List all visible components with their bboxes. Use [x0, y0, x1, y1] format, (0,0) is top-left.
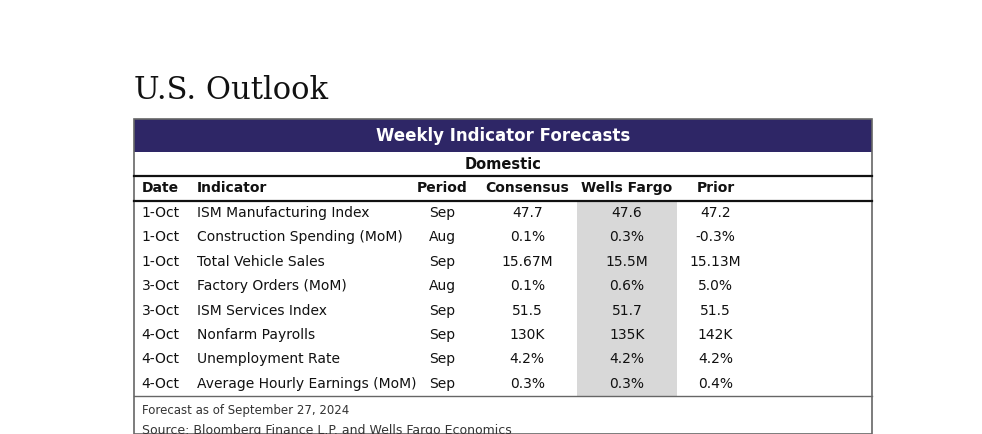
- Text: 3-Oct: 3-Oct: [141, 303, 180, 318]
- Text: U.S. Outlook: U.S. Outlook: [135, 76, 328, 106]
- Text: 0.3%: 0.3%: [610, 377, 644, 391]
- Text: Average Hourly Earnings (MoM): Average Hourly Earnings (MoM): [197, 377, 416, 391]
- Text: 47.2: 47.2: [700, 206, 731, 220]
- Text: 51.5: 51.5: [512, 303, 543, 318]
- Text: 0.1%: 0.1%: [510, 230, 545, 244]
- FancyBboxPatch shape: [577, 323, 677, 347]
- Text: Sep: Sep: [429, 352, 456, 366]
- Text: 1-Oct: 1-Oct: [141, 230, 180, 244]
- Text: 4.2%: 4.2%: [510, 352, 545, 366]
- Text: 0.3%: 0.3%: [510, 377, 545, 391]
- Text: Aug: Aug: [429, 230, 456, 244]
- Text: 142K: 142K: [698, 328, 734, 342]
- Text: Factory Orders (MoM): Factory Orders (MoM): [197, 279, 347, 293]
- FancyBboxPatch shape: [577, 274, 677, 298]
- Text: 1-Oct: 1-Oct: [141, 206, 180, 220]
- Text: 0.1%: 0.1%: [510, 279, 545, 293]
- Text: Period: Period: [417, 181, 467, 195]
- Text: 3-Oct: 3-Oct: [141, 279, 180, 293]
- Text: 47.7: 47.7: [512, 206, 543, 220]
- Text: Sep: Sep: [429, 328, 456, 342]
- Text: 47.6: 47.6: [612, 206, 642, 220]
- Text: Sep: Sep: [429, 377, 456, 391]
- Text: Domestic: Domestic: [464, 157, 542, 171]
- Text: 135K: 135K: [609, 328, 644, 342]
- Text: Wells Fargo: Wells Fargo: [581, 181, 673, 195]
- Text: 1-Oct: 1-Oct: [141, 255, 180, 269]
- Text: 4-Oct: 4-Oct: [141, 328, 180, 342]
- Text: 130K: 130K: [510, 328, 545, 342]
- Text: 0.6%: 0.6%: [610, 279, 644, 293]
- Text: 15.5M: 15.5M: [606, 255, 648, 269]
- FancyBboxPatch shape: [577, 201, 677, 225]
- Text: Construction Spending (MoM): Construction Spending (MoM): [197, 230, 403, 244]
- Text: 51.7: 51.7: [612, 303, 642, 318]
- Text: Nonfarm Payrolls: Nonfarm Payrolls: [197, 328, 315, 342]
- Text: Sep: Sep: [429, 206, 456, 220]
- Text: ISM Services Index: ISM Services Index: [197, 303, 327, 318]
- Text: 51.5: 51.5: [700, 303, 731, 318]
- Text: 0.3%: 0.3%: [610, 230, 644, 244]
- Text: 4.2%: 4.2%: [698, 352, 733, 366]
- Text: Consensus: Consensus: [485, 181, 570, 195]
- Text: Prior: Prior: [696, 181, 735, 195]
- Text: -0.3%: -0.3%: [695, 230, 736, 244]
- Text: Unemployment Rate: Unemployment Rate: [197, 352, 340, 366]
- FancyBboxPatch shape: [577, 250, 677, 274]
- Text: Source: Bloomberg Finance L.P. and Wells Fargo Economics: Source: Bloomberg Finance L.P. and Wells…: [141, 424, 512, 434]
- Text: Sep: Sep: [429, 303, 456, 318]
- Text: 4-Oct: 4-Oct: [141, 352, 180, 366]
- Text: 0.4%: 0.4%: [698, 377, 733, 391]
- Text: Forecast as of September 27, 2024: Forecast as of September 27, 2024: [141, 404, 349, 418]
- Text: 15.13M: 15.13M: [689, 255, 741, 269]
- Text: Indicator: Indicator: [197, 181, 267, 195]
- Text: Sep: Sep: [429, 255, 456, 269]
- FancyBboxPatch shape: [577, 225, 677, 250]
- FancyBboxPatch shape: [577, 372, 677, 396]
- FancyBboxPatch shape: [577, 347, 677, 372]
- Text: Aug: Aug: [429, 279, 456, 293]
- FancyBboxPatch shape: [577, 298, 677, 323]
- Text: Weekly Indicator Forecasts: Weekly Indicator Forecasts: [376, 127, 630, 145]
- FancyBboxPatch shape: [135, 119, 872, 152]
- Text: 5.0%: 5.0%: [698, 279, 733, 293]
- Text: Date: Date: [141, 181, 179, 195]
- Text: Total Vehicle Sales: Total Vehicle Sales: [197, 255, 325, 269]
- Text: ISM Manufacturing Index: ISM Manufacturing Index: [197, 206, 369, 220]
- Text: 15.67M: 15.67M: [502, 255, 553, 269]
- Text: 4.2%: 4.2%: [610, 352, 644, 366]
- Text: 4-Oct: 4-Oct: [141, 377, 180, 391]
